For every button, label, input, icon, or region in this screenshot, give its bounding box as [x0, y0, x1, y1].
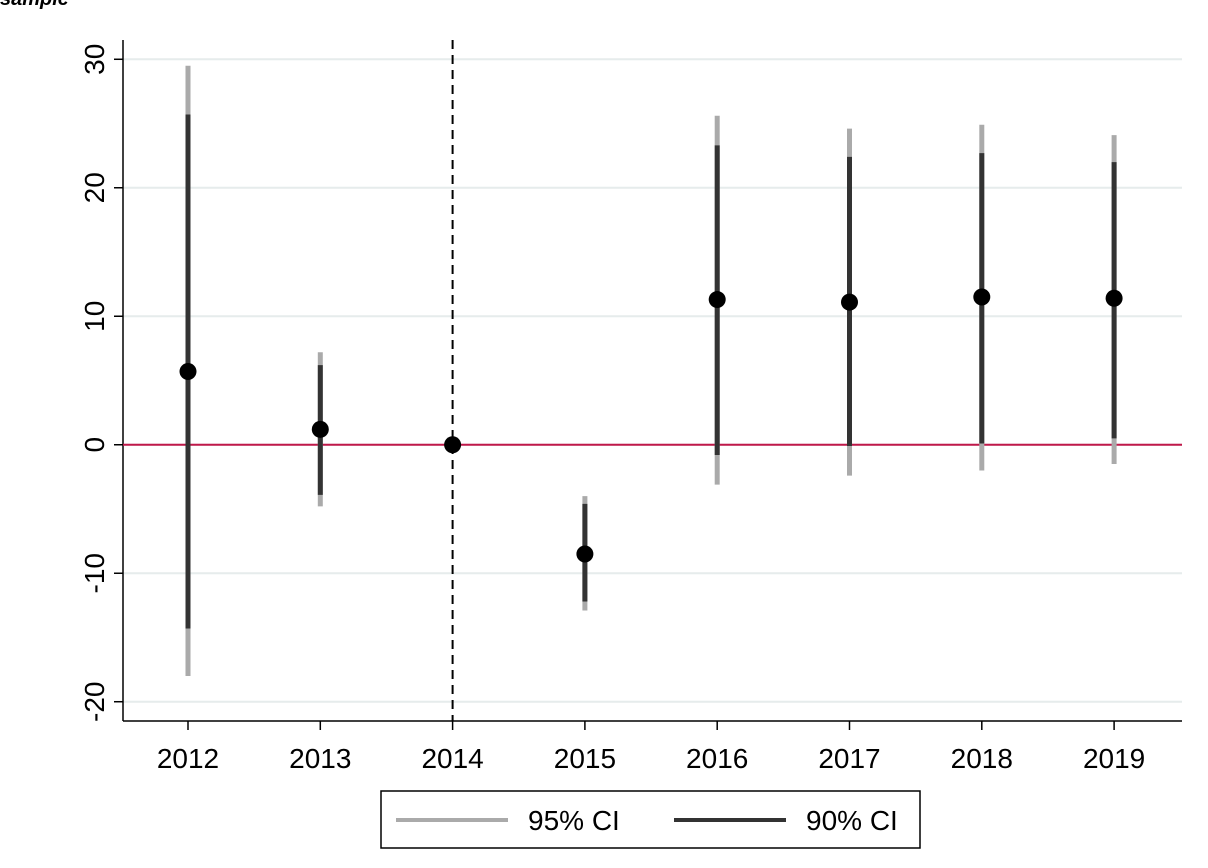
- x-ticks: 2012 2013 2014 2015 2016 2017 2018 2019: [157, 721, 1145, 774]
- x-tick-label: 2013: [289, 743, 351, 774]
- legend-label-ci95: 95% CI: [528, 805, 620, 836]
- point-estimate: [1105, 289, 1123, 307]
- legend: 95% CI 90% CI: [380, 790, 921, 849]
- point-estimate: [444, 436, 462, 454]
- legend-label-ci90: 90% CI: [806, 805, 898, 836]
- point-estimate: [708, 291, 726, 309]
- x-tick-label: 2014: [421, 743, 483, 774]
- x-tick-label: 2017: [818, 743, 880, 774]
- y-tick-label: -20: [79, 681, 110, 721]
- x-tick-label: 2018: [951, 743, 1013, 774]
- y-ticks: 30 20 10 0 -10 -20: [79, 44, 123, 722]
- point-estimate: [973, 288, 991, 306]
- y-tick-label: 30: [79, 44, 110, 75]
- point-estimate: [841, 293, 858, 311]
- x-tick-label: 2012: [157, 743, 219, 774]
- point-estimate: [576, 545, 594, 563]
- x-tick-label: 2019: [1083, 743, 1145, 774]
- ci95-bars: [185, 65, 1117, 677]
- point-estimates: [179, 288, 1123, 563]
- ci90-bars: [185, 114, 1117, 629]
- y-tick-label: 0: [79, 437, 110, 453]
- x-tick-label: 2015: [554, 743, 616, 774]
- point-estimate: [311, 420, 329, 438]
- y-tick-label: 20: [79, 172, 110, 203]
- x-tick-label: 2016: [686, 743, 748, 774]
- gridlines: [123, 58, 1182, 703]
- figure-heading: sample: [0, 0, 69, 11]
- point-estimate: [179, 363, 197, 381]
- y-tick-label: -10: [79, 553, 110, 593]
- y-tick-label: 10: [79, 301, 110, 332]
